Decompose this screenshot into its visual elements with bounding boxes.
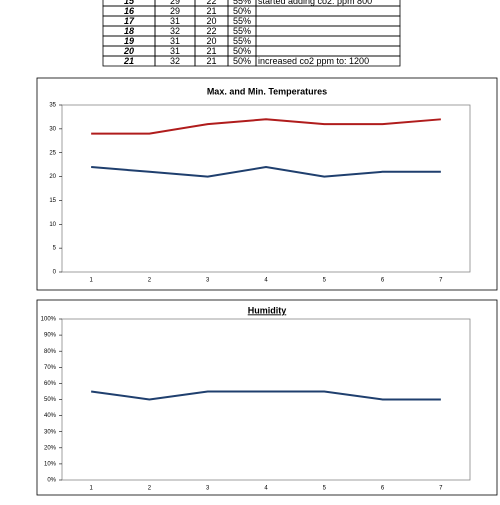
table-text: increased co2 ppm to: 1200 xyxy=(258,56,369,66)
table-text: 32 xyxy=(170,26,180,36)
y-tick-label: 25 xyxy=(49,150,56,156)
x-tick-label: 3 xyxy=(206,278,210,284)
table-text: 22 xyxy=(206,0,216,6)
x-tick-label: 4 xyxy=(264,278,268,284)
table-text: 17 xyxy=(124,16,135,26)
table-text: started adding co2: ppm 800 xyxy=(258,0,372,6)
table-text: 31 xyxy=(170,46,180,56)
table-cell xyxy=(255,45,401,57)
table-text: 15 xyxy=(124,0,135,6)
table-text: 20 xyxy=(206,16,216,26)
y-tick-label: 20 xyxy=(49,174,56,180)
table-text: 29 xyxy=(170,6,180,16)
table-text: 50% xyxy=(233,46,251,56)
y-tick-label: 90% xyxy=(44,333,57,339)
table-text: 31 xyxy=(170,16,180,26)
x-tick-label: 6 xyxy=(381,278,385,284)
table-text: 55% xyxy=(233,36,251,46)
table-text: 20 xyxy=(123,46,134,56)
table-text: 21 xyxy=(123,56,134,66)
line-series xyxy=(91,390,441,401)
table-text: 21 xyxy=(206,56,216,66)
y-tick-label: 30 xyxy=(49,126,56,132)
y-tick-label: 60% xyxy=(44,381,57,387)
x-tick-label: 5 xyxy=(323,278,327,284)
table-text: 21 xyxy=(206,46,216,56)
y-tick-label: 100% xyxy=(41,317,57,323)
y-tick-label: 50% xyxy=(44,397,57,403)
table-text: 55% xyxy=(233,0,251,6)
y-tick-label: 70% xyxy=(44,365,57,371)
y-tick-label: 40% xyxy=(44,413,57,419)
table-text: 20 xyxy=(206,36,216,46)
table-text: 16 xyxy=(124,6,135,16)
line-series xyxy=(91,166,441,178)
table-text: 55% xyxy=(233,26,251,36)
y-tick-label: 20% xyxy=(44,445,57,451)
x-tick-label: 1 xyxy=(89,486,93,492)
x-tick-label: 5 xyxy=(323,486,327,492)
y-tick-label: 35 xyxy=(49,103,56,109)
x-tick-label: 2 xyxy=(148,486,152,492)
table-text: 31 xyxy=(170,36,180,46)
table-text: 55% xyxy=(233,16,251,26)
table-cell xyxy=(255,25,401,37)
y-tick-label: 10% xyxy=(44,461,57,467)
y-tick-label: 0 xyxy=(53,270,57,276)
table-cell xyxy=(255,55,401,67)
table-cell xyxy=(255,5,401,17)
table-cell xyxy=(255,15,401,27)
table-text: 50% xyxy=(233,6,251,16)
line-series xyxy=(91,118,441,135)
chart-title: Max. and Min. Temperatures xyxy=(207,86,327,96)
y-tick-label: 30% xyxy=(44,429,57,435)
x-tick-label: 2 xyxy=(148,278,152,284)
x-tick-label: 7 xyxy=(439,278,443,284)
table-text: 19 xyxy=(124,36,134,46)
table-cell xyxy=(255,35,401,47)
y-tick-label: 10 xyxy=(49,222,56,228)
plot-area xyxy=(61,104,471,273)
chart-frame xyxy=(36,299,498,496)
x-tick-label: 4 xyxy=(264,486,268,492)
table-text: 32 xyxy=(170,56,180,66)
y-tick-label: 5 xyxy=(53,246,57,252)
x-tick-label: 3 xyxy=(206,486,210,492)
y-tick-label: 0% xyxy=(47,478,56,484)
table-text: 50% xyxy=(233,56,251,66)
chart-title: Humidity xyxy=(248,305,287,315)
x-tick-label: 6 xyxy=(381,486,385,492)
chart-frame xyxy=(36,77,498,291)
x-tick-label: 7 xyxy=(439,486,443,492)
table-text: 22 xyxy=(206,26,216,36)
table-text: 29 xyxy=(170,0,180,6)
y-tick-label: 15 xyxy=(49,198,56,204)
y-tick-label: 80% xyxy=(44,349,57,355)
x-tick-label: 1 xyxy=(89,278,93,284)
table-text: 21 xyxy=(206,6,216,16)
table-text: 18 xyxy=(124,26,134,36)
